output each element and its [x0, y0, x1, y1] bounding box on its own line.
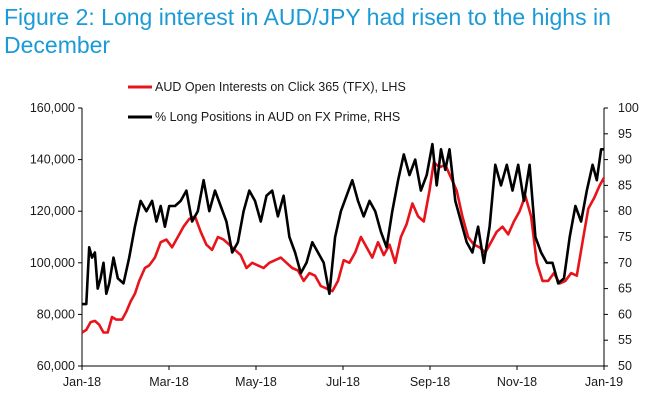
right-tick-label: 60: [618, 307, 632, 321]
chart-axes: [81, 108, 605, 367]
right-tick-label: 95: [618, 127, 632, 141]
left-tick-label: 60,000: [37, 359, 75, 373]
chart-series: [81, 142, 606, 334]
x-tick-label: Jan-18: [63, 375, 101, 389]
left-tick-label: 160,000: [30, 101, 75, 115]
x-tick-label: May-18: [235, 375, 277, 389]
x-tick-label: Jul-18: [326, 375, 360, 389]
legend-label: % Long Positions in AUD on FX Prime, RHS: [155, 110, 400, 124]
right-axis-ticks: 50 55 60 65 70 75 80 85 90 95 100: [604, 101, 639, 373]
right-tick-label: 55: [618, 333, 632, 347]
right-tick-label: 85: [618, 178, 632, 192]
x-tick-label: Mar-18: [149, 375, 189, 389]
series-line-long-positions: [82, 142, 604, 306]
right-tick-label: 50: [618, 359, 632, 373]
series-line-aud-open-interest: [81, 160, 606, 334]
x-tick-label: Jan-19: [585, 375, 623, 389]
left-tick-label: 120,000: [30, 204, 75, 218]
right-tick-label: 80: [618, 204, 632, 218]
right-tick-label: 75: [618, 230, 632, 244]
x-tick-label: Nov-18: [497, 375, 537, 389]
left-tick-label: 140,000: [30, 153, 75, 167]
right-tick-label: 65: [618, 282, 632, 296]
chart-title: Figure 2: Long interest in AUD/JPY had r…: [4, 4, 611, 58]
left-tick-label: 100,000: [30, 256, 75, 270]
right-tick-label: 70: [618, 256, 632, 270]
right-tick-label: 90: [618, 153, 632, 167]
legend-label: AUD Open Interests on Click 365 (TFX), L…: [155, 80, 406, 94]
left-axis-ticks: 60,000 80,000 100,000 120,000 140,000 160,000: [30, 101, 82, 373]
right-tick-label: 100: [618, 101, 639, 115]
chart-legend: AUD Open Interests on Click 365 (TFX), L…: [128, 80, 406, 124]
left-tick-label: 80,000: [37, 307, 75, 321]
x-axis-ticks: Jan-18 Mar-18 May-18 Jul-18 Sep-18 Nov-18 Jan-…: [63, 366, 623, 389]
x-tick-label: Sep-18: [410, 375, 450, 389]
